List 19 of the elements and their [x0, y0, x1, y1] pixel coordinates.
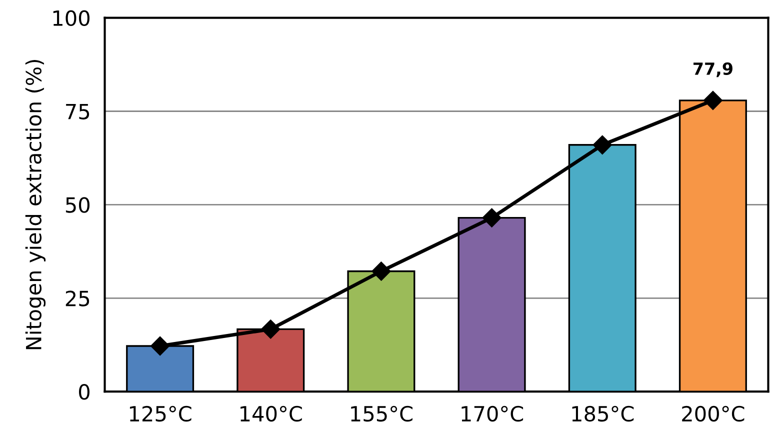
y-tick-label: 25: [66, 290, 90, 306]
point: [592, 135, 612, 154]
y-tick-label: 75: [66, 104, 90, 120]
x-tick-label: 140°C: [240, 406, 302, 422]
point: [482, 208, 502, 228]
x-tick-label: 155°C: [351, 406, 412, 422]
y-tick-label: 100: [53, 10, 90, 26]
point: [703, 90, 722, 110]
x-tick-label: 200°C: [682, 406, 744, 422]
point: [261, 320, 280, 339]
x-tick-label: 185°C: [572, 406, 634, 422]
point: [150, 336, 170, 356]
y-axis-title: Nitogen yield extraction (%): [25, 60, 46, 350]
y-tick-label: 50: [66, 197, 90, 213]
x-tick-label: 125°C: [130, 406, 192, 422]
x-tick-label: 170°C: [462, 406, 524, 422]
data-label: 77,9: [694, 62, 732, 78]
y-tick-label: 0: [78, 384, 90, 400]
point: [372, 262, 391, 281]
